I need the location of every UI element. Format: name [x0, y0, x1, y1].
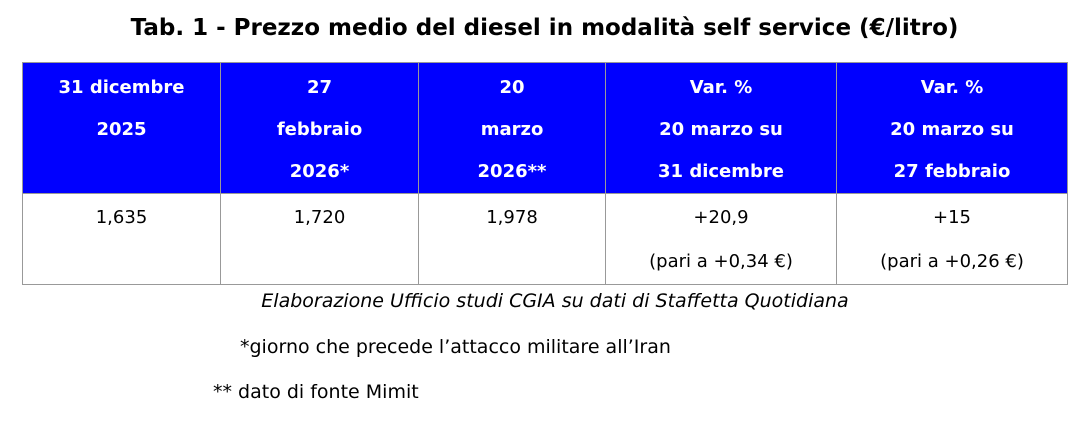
header-cell: 20 marzo 2026** — [418, 62, 606, 194]
header-line: febbraio — [276, 119, 363, 140]
cell-line: 1,978 — [486, 207, 538, 228]
cell-line: 1,720 — [293, 207, 346, 228]
footnote: ** dato di fonte Mimit — [213, 381, 419, 403]
table-cell: 1,635 — [22, 193, 221, 285]
table-row: 1,635 1,720 1,978 +20,9 (pari a +0,34 €) +15 (… — [22, 193, 1068, 285]
header-line: 20 marzo su — [659, 119, 783, 140]
header-line: 31 dicembre — [658, 161, 784, 182]
header-cell: 27 febbraio 2026* — [220, 62, 419, 194]
header-line: 31 dicembre — [58, 77, 185, 98]
footnote: *giorno che precede l’attacco militare a… — [240, 336, 671, 358]
header-cell: 31 dicembre 2025 — [22, 62, 221, 194]
table-title: Tab. 1 - Prezzo medio del diesel in moda… — [130, 15, 959, 41]
header-line: Var. % — [920, 77, 984, 98]
cell-line: (pari a +0,34 €) — [649, 251, 793, 272]
cell-line: +15 — [933, 207, 971, 228]
header-line: 20 — [499, 77, 525, 98]
header-row: 31 dicembre 2025 27 febbraio 2026* 20 marzo 202… — [22, 62, 1068, 194]
header-line: 2025 — [96, 119, 147, 140]
header-cell: Var. % 20 marzo su 27 febbraio — [836, 62, 1068, 194]
table-cell: +20,9 (pari a +0,34 €) — [605, 193, 837, 285]
header-line: Var. % — [689, 77, 753, 98]
cell-line: +20,9 — [693, 207, 749, 228]
header-line: 27 febbraio — [893, 161, 1011, 182]
header-line: 2026* — [289, 161, 350, 182]
price-table: 31 dicembre 2025 27 febbraio 2026* 20 marzo 202… — [22, 62, 1068, 285]
table-cell: 1,978 — [418, 193, 606, 285]
header-line: marzo — [480, 119, 544, 140]
header-line: 2026** — [477, 161, 547, 182]
header-line: 20 marzo su — [890, 119, 1014, 140]
header-line: 27 — [306, 77, 333, 98]
table-body: 1,635 1,720 1,978 +20,9 (pari a +0,34 €) +15 (… — [22, 193, 1068, 285]
source-note: Elaborazione Ufficio studi CGIA su dati … — [261, 290, 849, 312]
header-cell: Var. % 20 marzo su 31 dicembre — [605, 62, 837, 194]
cell-line: 1,635 — [95, 207, 148, 228]
table-cell: 1,720 — [220, 193, 419, 285]
table-cell: +15 (pari a +0,26 €) — [836, 193, 1068, 285]
table-head: 31 dicembre 2025 27 febbraio 2026* 20 marzo 202… — [22, 62, 1068, 194]
cell-line: (pari a +0,26 €) — [880, 251, 1024, 272]
